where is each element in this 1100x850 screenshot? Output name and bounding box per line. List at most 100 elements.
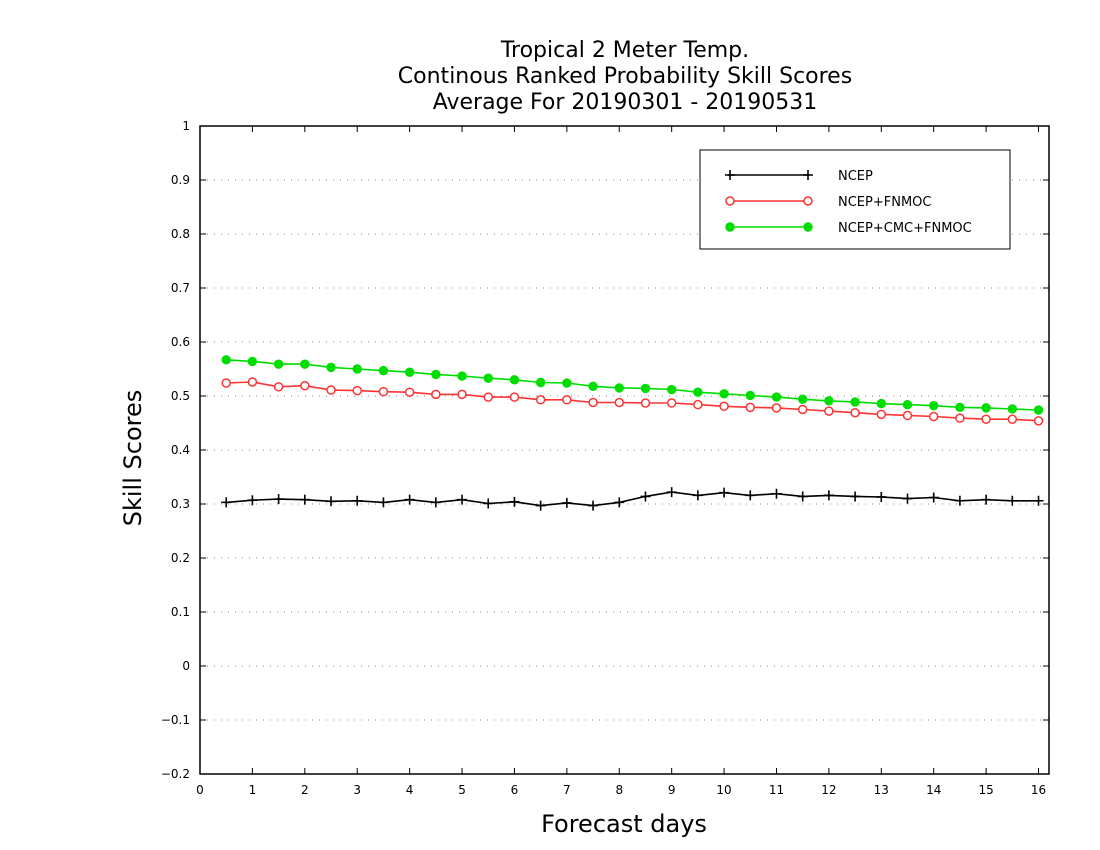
data-point	[561, 497, 572, 508]
data-point	[299, 494, 310, 505]
data-point	[535, 500, 546, 511]
data-point	[981, 403, 991, 413]
gridlines	[200, 179, 1049, 721]
data-point	[588, 381, 598, 391]
data-point	[509, 375, 520, 385]
data-point	[1033, 416, 1044, 426]
legend-box	[699, 149, 1011, 250]
data-point	[352, 385, 362, 396]
legend-marker	[803, 222, 813, 232]
data-point	[614, 397, 625, 408]
data-point	[693, 387, 703, 397]
data-point	[614, 497, 625, 508]
data-point	[326, 362, 336, 373]
x-tick-label: 15	[978, 783, 993, 797]
data-point	[1007, 404, 1018, 414]
data-point	[300, 359, 310, 369]
data-point	[247, 377, 258, 387]
data-point	[719, 487, 730, 498]
chart-title-line-1: Tropical 2 Meter Temp.	[500, 38, 749, 63]
data-point	[509, 496, 520, 507]
data-point	[666, 487, 677, 498]
data-point	[902, 399, 913, 410]
data-point	[535, 395, 546, 405]
data-point	[378, 386, 389, 397]
data-point	[1007, 495, 1018, 506]
x-tick-label: 16	[1031, 783, 1046, 797]
data-point	[902, 493, 913, 504]
data-point	[1007, 414, 1018, 424]
data-point	[431, 389, 441, 400]
data-point	[719, 389, 729, 399]
data-point	[640, 398, 651, 408]
data-point	[823, 490, 834, 501]
data-point	[693, 399, 703, 410]
data-point	[431, 369, 441, 380]
data-point	[247, 356, 258, 367]
data-point	[640, 383, 651, 394]
y-tick-label: 0.9	[171, 173, 190, 187]
data-point	[692, 490, 703, 501]
x-tick-label: 7	[563, 783, 571, 797]
data-point	[981, 494, 992, 505]
y-tick-label: 0.8	[171, 227, 190, 241]
x-tick-label: 6	[511, 783, 519, 797]
y-tick-label: −0.1	[161, 713, 190, 727]
data-point	[457, 494, 468, 505]
data-point	[483, 392, 493, 402]
data-point	[797, 404, 808, 415]
y-tick-label: 1	[182, 119, 190, 133]
y-tick-label: −0.2	[161, 767, 190, 781]
y-tick-label: 0.6	[171, 335, 190, 349]
data-point	[797, 491, 808, 502]
data-point	[273, 382, 284, 392]
data-point	[247, 495, 258, 506]
y-axis-title: Skill Scores	[119, 390, 147, 527]
series-layer	[221, 355, 1044, 511]
data-point	[221, 355, 231, 365]
legend-marker	[803, 196, 813, 206]
data-point	[404, 494, 415, 505]
data-point	[483, 498, 494, 509]
data-point	[535, 377, 546, 388]
legend-label: NCEP	[838, 169, 873, 184]
data-point	[588, 500, 599, 511]
series-2	[221, 355, 1044, 415]
y-tick-label: 0.3	[171, 497, 190, 511]
y-tick-label: 0	[182, 659, 190, 673]
series-0	[221, 487, 1044, 511]
data-point	[955, 413, 965, 423]
data-point	[352, 364, 362, 374]
x-tick-label: 12	[821, 783, 836, 797]
series-1	[221, 377, 1044, 426]
data-point	[928, 492, 939, 503]
legend-marker	[725, 222, 735, 232]
data-point	[771, 392, 782, 402]
legend: NCEP NCEP+FNMOC NCEP+CMC+FNMOC	[699, 149, 1011, 250]
data-point	[824, 396, 834, 406]
x-tick-label: 5	[458, 783, 466, 797]
data-point	[378, 365, 389, 376]
chart-title-line-3: Average For 20190301 - 20190531	[433, 90, 818, 115]
data-point	[666, 398, 677, 408]
data-point	[221, 378, 231, 388]
data-point	[850, 407, 860, 418]
data-point	[745, 390, 755, 401]
data-point	[273, 494, 284, 505]
data-point	[640, 491, 651, 502]
data-point	[326, 385, 336, 395]
data-point	[404, 387, 415, 397]
data-point	[719, 401, 729, 412]
x-tick-label: 13	[874, 783, 889, 797]
data-point	[876, 491, 887, 502]
data-point	[483, 373, 493, 383]
data-point	[430, 497, 441, 508]
data-point	[850, 397, 860, 407]
data-point	[824, 406, 834, 416]
data-point	[588, 397, 598, 408]
y-tick-label: 0.1	[171, 605, 190, 619]
legend-marker	[725, 196, 735, 206]
data-point	[404, 367, 415, 377]
data-point	[562, 395, 572, 405]
chart-title-line-2: Continous Ranked Probability Skill Score…	[398, 64, 852, 89]
